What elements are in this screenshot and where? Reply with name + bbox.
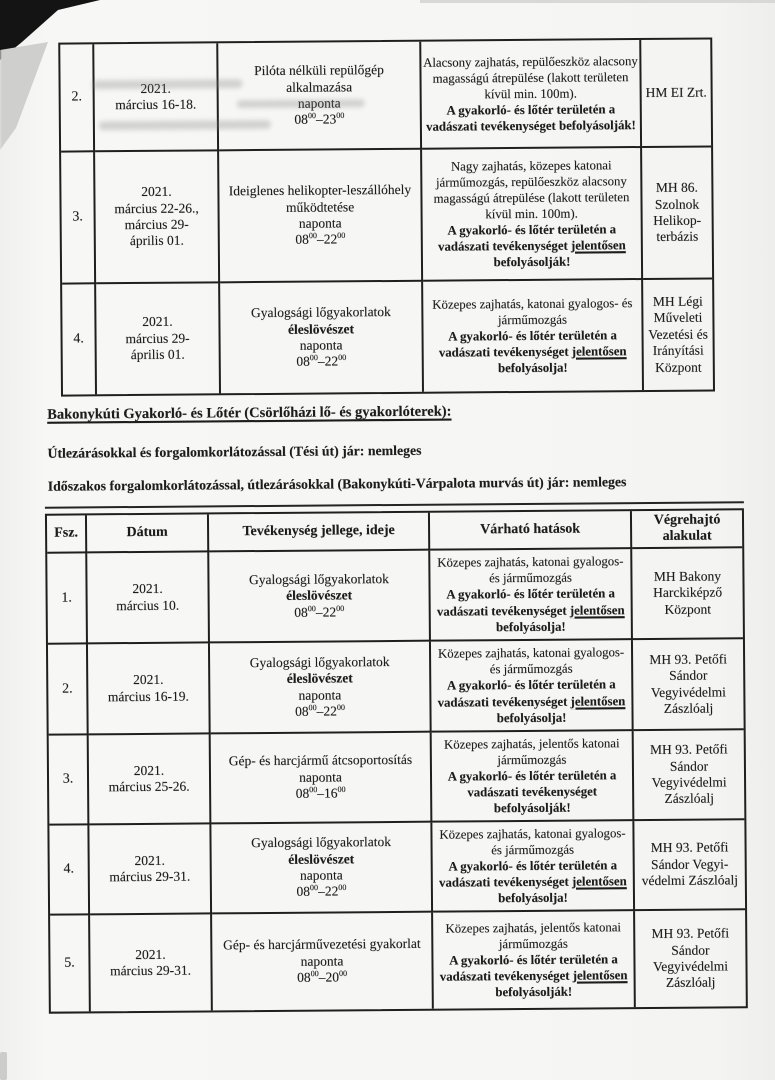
cell-expected-effects: Közepes zajhatás, katonai gyalogos- és j… [430,640,634,733]
cell-activity: Gyalogsági lőgyakorlatok éleslövészet napo… [211,822,434,915]
cell-executing-unit: MH 93. Petőfi Sándor Vegyivédelmi Zászló… [633,730,745,822]
column-header: Várható hatások [429,511,633,551]
road-closure-note-1: Útlezárásokkal és forgalomkorlátozással … [47,442,422,461]
cell-activity: Pilóta nélküli repülőgép alkalmazása napo… [218,41,423,152]
scanner-edge-artifact [0,1052,7,1080]
cell-date: 2021. március 10. [87,552,210,645]
cell-date: 2021. március 29- április 01. [96,283,221,395]
cell-activity: Ideiglenes helikopter-leszállóhely működ… [219,149,424,284]
cell-expected-effects: Közepes zajhatás, jelentős katonai jármű… [431,731,635,823]
cell-expected-effects: Nagy zajhatás, közepes katonai járműmozg… [422,148,644,282]
cell-row-number: 1. [47,553,88,645]
cell-date: 2021. március 22-26., március 29- április 0… [95,151,221,285]
cell-activity: Gyalogsági lőgyakorlatok éleslövészet napo… [220,281,424,394]
cell-activity: Gyalogsági lőgyakorlatok éleslövészet napo… [209,641,432,735]
cell-expected-effects: Közepes zajhatás, katonai gyalogos- és j… [432,821,636,913]
section-heading: Bakonykúti Gyakorló- és Lőtér (Csörlőház… [47,403,452,423]
cell-row-number: 3. [61,152,97,285]
cell-executing-unit: MH 93. Petőfi Sándor Vegyivédelmi Zászló… [651,925,730,991]
scan-bleedthrough-smudge [236,99,365,109]
cell-executing-unit: MH 93. Petőfi Sándor Vegyi-védelmi Zászl… [634,820,746,912]
cell-expected-effects: Közepes zajhatás, jelentős katonai jármű… [433,911,636,1009]
cell-row-number: 2. [47,644,89,736]
cell-row-number: 4. [62,284,98,395]
cell-date: 2021. március 25-26. [88,734,212,826]
column-header: Fsz. [46,515,88,554]
road-closure-note-2: Időszakos forgalomkorlátozással, útlezár… [47,474,627,494]
cell-row-number: 5. [50,915,91,1012]
cell-row-number: 3. [48,735,90,826]
schedule-table-continued: 2. 2021. március 16-18. Pilóta nélküli repü… [58,37,716,397]
scan-bleedthrough-smudge [98,119,271,131]
cell-date: 2021. március 29-31. [89,824,213,916]
cell-row-number: 4. [49,825,91,916]
column-header: Tevékenység jellege, ideje [208,512,431,553]
cell-activity: Gép- és harcjármű átcsoportosítás naponta… [210,732,433,825]
cell-activity: Gyalogsági lőgyakorlatok éleslövészet 0800… [209,550,431,644]
cell-expected-effects: Alacsony zajhatás, repülőeszköz alacsony… [421,40,643,150]
cell-activity: Gép- és harcjárművezetési gyakorlat napon… [212,912,434,1011]
cell-expected-effects: Közepes zajhatás, katonai gyalogos- és j… [423,280,644,392]
cell-date: 2021. március 16-18. [94,43,220,153]
scan-bleedthrough-smudge [92,79,243,90]
cell-date: 2021. március 16-19. [87,643,211,736]
cell-executing-unit: MH 86. Szolnok Helikop-terbázis [642,147,713,281]
cell-executing-unit: HM EI Zrt. [641,39,712,149]
cell-expected-effects: Közepes zajhatás, katonai gyalogos- és j… [430,549,633,642]
cell-row-number: 2. [60,44,96,153]
cell-executing-unit: MH Légi Műveleti Vezetési és Irányítási … [648,293,708,375]
schedule-table-bakonykuti: Fsz. Dátum Tevékenység jellege, ideje Várha… [44,508,748,1014]
cell-executing-unit: MH 93. Petőfi Sándor Vegyivédelmi Zászló… [632,639,744,732]
scanner-edge-artifact [420,0,775,3]
column-header: Dátum [86,514,210,554]
table-top-rule [44,501,744,509]
cell-date: 2021. március 29-31. [90,914,213,1012]
column-header: Végrehajtó alakulat [631,510,743,550]
cell-executing-unit: MH Bakony Harckiképző Központ [632,548,743,641]
